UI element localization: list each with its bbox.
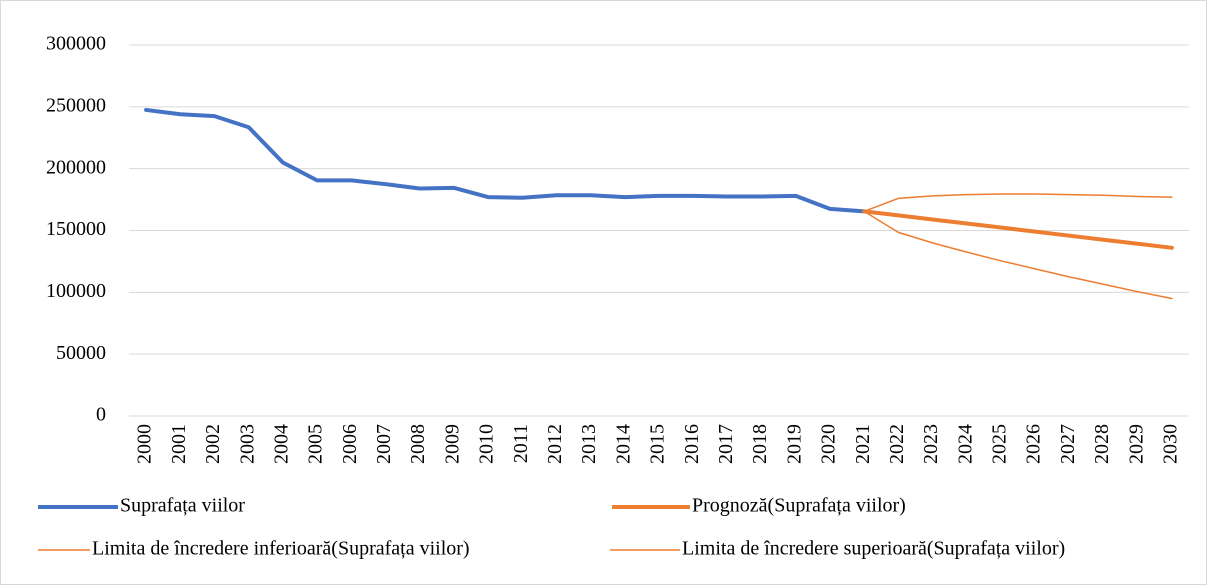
x-tick-label: 2012 [544, 424, 566, 464]
x-tick-label: 2027 [1057, 424, 1079, 464]
legend-label: Limita de încredere inferioară(Suprafața… [92, 538, 470, 560]
x-tick-label: 2003 [236, 424, 258, 464]
x-tick-label: 2028 [1091, 424, 1113, 464]
x-tick-label: 2025 [989, 424, 1011, 464]
x-tick-label: 2002 [202, 424, 224, 464]
x-tick-label: 2000 [134, 424, 156, 464]
legend-label: Prognoză(Suprafața viilor) [692, 495, 906, 517]
x-tick-label: 2016 [681, 424, 703, 464]
x-tick-label: 2001 [168, 424, 190, 464]
y-tick-label: 300000 [46, 33, 106, 55]
x-tick-label: 2009 [441, 424, 463, 464]
x-tick-label: 2008 [407, 424, 429, 464]
y-tick-label: 100000 [46, 280, 106, 302]
y-tick-label: 50000 [56, 342, 106, 364]
series-line [144, 107, 867, 214]
series-line [863, 193, 1173, 213]
x-tick-label: 2030 [1159, 424, 1181, 464]
x-tick-label: 2018 [749, 424, 771, 464]
legend-label: Limita de încredere superioară(Suprafața… [682, 538, 1065, 560]
series-line [863, 210, 1173, 300]
x-tick-label: 2007 [373, 424, 395, 464]
x-tick-label: 2006 [339, 424, 361, 464]
x-tick-label: 2004 [270, 424, 292, 464]
x-tick-label: 2013 [578, 424, 600, 464]
x-tick-label: 2017 [715, 424, 737, 464]
x-tick-label: 2015 [647, 424, 669, 464]
x-tick-label: 2024 [954, 424, 976, 464]
x-tick-label: 2010 [476, 424, 498, 464]
series-line [862, 209, 1174, 250]
y-tick-label: 250000 [46, 94, 106, 116]
y-tick-label: 0 [96, 404, 106, 426]
legend-label: Suprafața viilor [120, 495, 245, 517]
x-tick-label: 2011 [510, 424, 532, 463]
x-tick-label: 2020 [818, 424, 840, 464]
x-tick-label: 2019 [783, 424, 805, 464]
y-tick-label: 200000 [46, 156, 106, 178]
x-tick-label: 2029 [1125, 424, 1147, 464]
y-tick-label: 150000 [46, 218, 106, 240]
x-tick-label: 2023 [920, 424, 942, 464]
x-tick-label: 2022 [886, 424, 908, 464]
x-tick-label: 2005 [305, 424, 327, 464]
x-tick-label: 2021 [852, 424, 874, 464]
x-tick-label: 2026 [1023, 424, 1045, 464]
x-tick-label: 2014 [612, 424, 634, 464]
